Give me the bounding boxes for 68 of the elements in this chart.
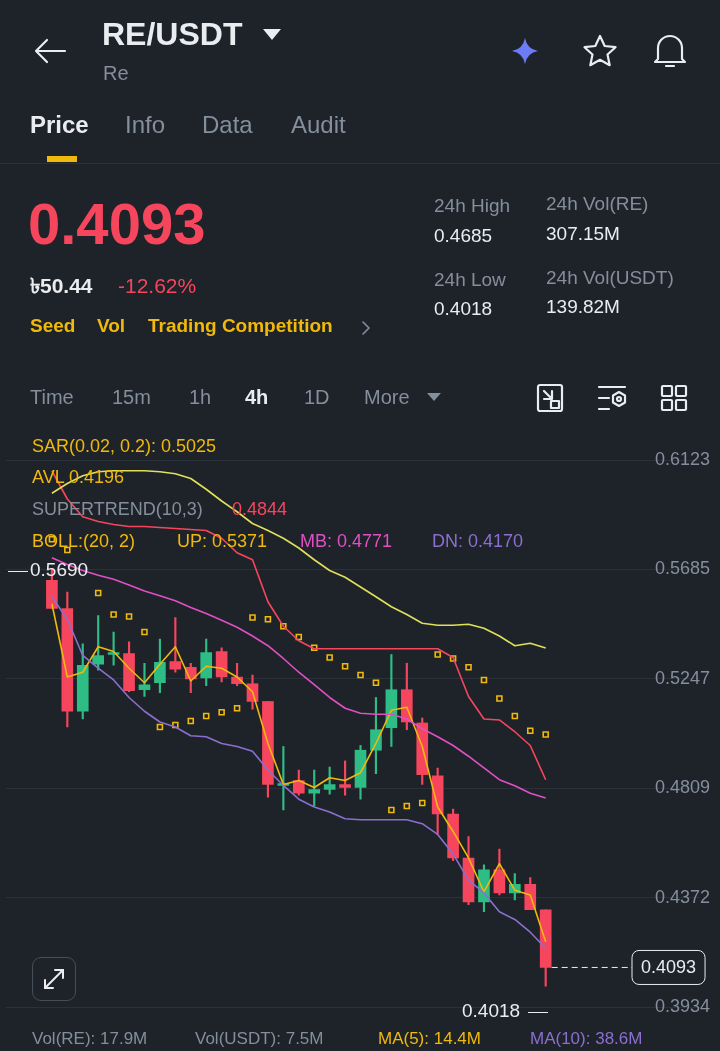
annotation: 0.4018 xyxy=(462,1000,521,1022)
annotation: BOLL:(20, 2) xyxy=(32,531,136,552)
text: 24h Vol(RE) xyxy=(546,193,649,215)
point xyxy=(249,614,256,621)
text: ৳50.44 xyxy=(30,274,93,298)
text: More xyxy=(364,386,410,408)
point xyxy=(264,615,272,623)
text: MA(10): 38.6M xyxy=(530,1029,643,1049)
text: Vol xyxy=(97,315,126,337)
text: Vol(RE): 17.9M xyxy=(32,1029,148,1049)
y-tick-label: 0.5247 xyxy=(654,667,710,688)
text: MA(5): 14.4M xyxy=(378,1029,481,1049)
annotation: MB: 0.4771 xyxy=(300,531,393,552)
text: 1D xyxy=(304,386,330,408)
point xyxy=(125,613,133,620)
y-tick-label: 0.6123 xyxy=(654,448,710,469)
text: 24h Low xyxy=(434,269,506,291)
text: 0.4685 xyxy=(434,225,493,247)
text: 15m xyxy=(112,386,151,408)
point xyxy=(496,695,503,702)
point xyxy=(202,712,210,720)
text: 24h Vol(USDT) xyxy=(546,267,674,289)
point xyxy=(434,651,441,658)
text: 1h xyxy=(189,386,212,408)
point xyxy=(218,708,225,716)
point xyxy=(542,731,549,738)
point xyxy=(357,671,364,679)
point xyxy=(465,663,472,671)
y-tick-label: 0.5685 xyxy=(654,558,710,579)
text: 0.4093 xyxy=(28,191,206,256)
text: SAR(0.02, 0.2): 0.5025 xyxy=(32,436,217,457)
text: 24h High xyxy=(434,195,511,217)
y-tick-label: 0.4809 xyxy=(654,777,710,798)
annotation: DN: 0.4170 xyxy=(432,531,524,552)
point xyxy=(156,723,164,731)
chart-title: RE/USDT xyxy=(102,16,243,53)
point xyxy=(326,654,333,661)
text: 307.15M xyxy=(546,223,620,245)
text: -12.62% xyxy=(118,274,197,298)
point xyxy=(403,802,411,810)
text: 0.4018 xyxy=(434,298,493,320)
point xyxy=(388,806,395,814)
text: Trading Competition xyxy=(148,315,333,337)
y-tick-label: 0.3934 xyxy=(654,996,710,1017)
point xyxy=(141,628,148,636)
chart-subtitle: Re xyxy=(103,62,129,85)
point xyxy=(511,712,519,720)
point xyxy=(372,679,380,687)
point xyxy=(526,727,534,734)
text: Audit xyxy=(291,111,346,139)
ref-line-label: 0.4093 xyxy=(641,957,697,978)
point xyxy=(233,704,241,712)
point xyxy=(94,589,102,597)
annotation: 0.4844 xyxy=(232,499,288,520)
text: 4h xyxy=(245,386,269,408)
point xyxy=(110,611,117,618)
point xyxy=(341,662,349,670)
text: Price xyxy=(30,111,89,139)
text: 139.82M xyxy=(546,296,620,318)
point xyxy=(418,799,426,807)
point xyxy=(480,676,488,684)
text: Time xyxy=(30,386,74,408)
text: Info xyxy=(125,111,166,139)
text: Vol(USDT): 7.5M xyxy=(195,1029,324,1049)
y-tick-label: 0.4372 xyxy=(654,886,710,907)
text: Data xyxy=(202,111,253,139)
point xyxy=(187,717,195,725)
text: Seed xyxy=(30,315,76,337)
